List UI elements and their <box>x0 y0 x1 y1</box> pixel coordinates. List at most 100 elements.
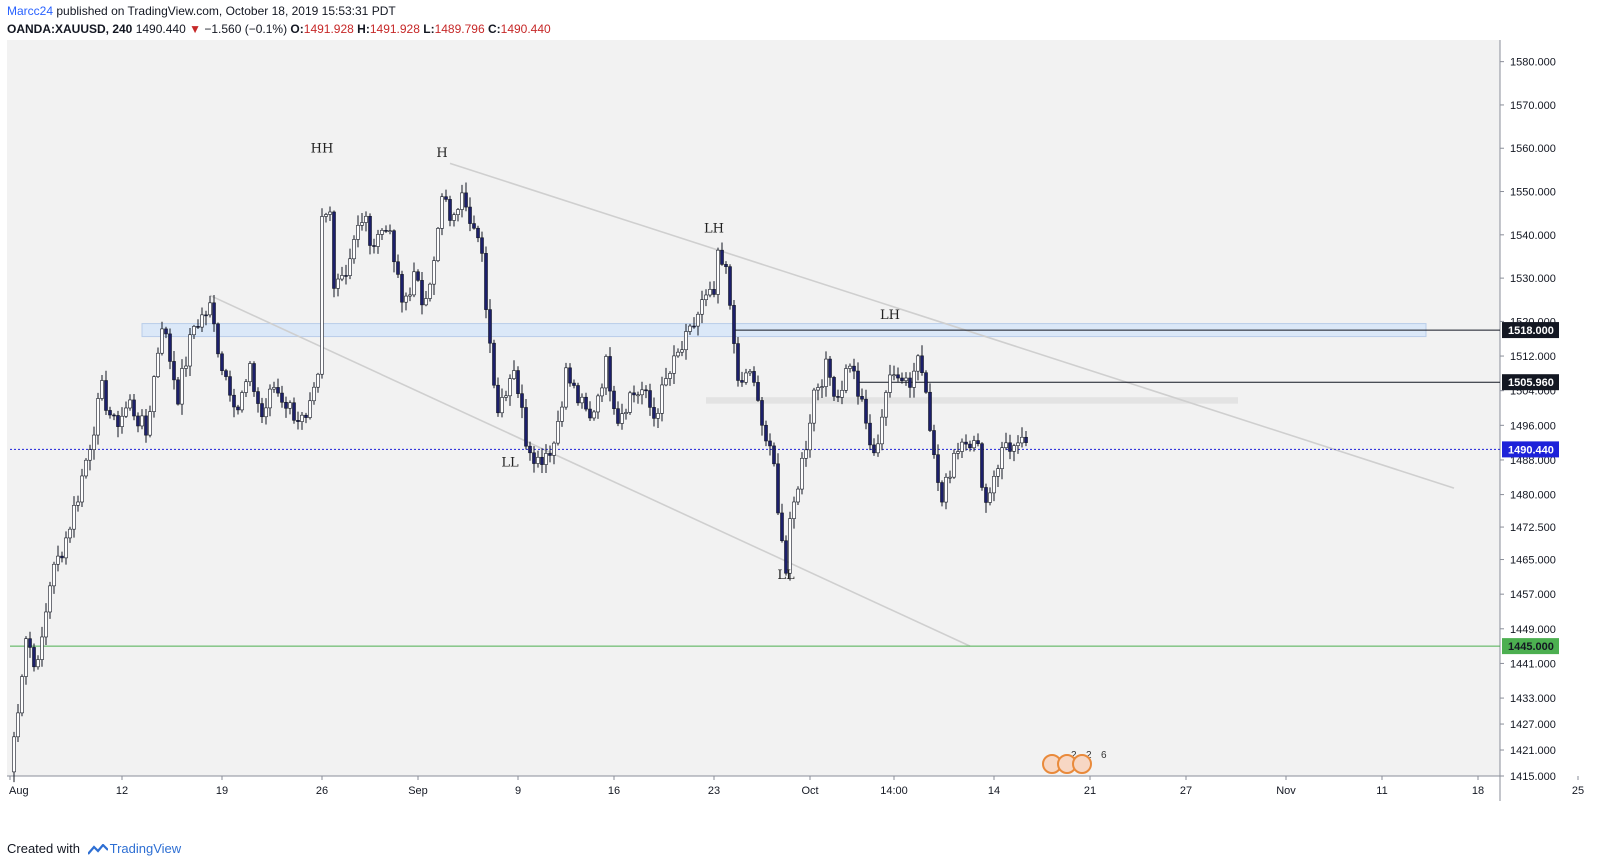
y-tick-label: 1512.000 <box>1510 351 1556 363</box>
candle-up <box>912 370 916 388</box>
candle-up <box>96 398 100 436</box>
candle-up <box>600 387 604 397</box>
candle-up <box>880 416 884 445</box>
annotation-label: LH <box>880 308 900 323</box>
candle-up <box>100 380 104 399</box>
open-label: O: <box>290 22 304 36</box>
candle-down <box>644 389 648 392</box>
candle-up <box>688 325 692 332</box>
candle-up <box>800 457 804 490</box>
candle-down <box>260 403 264 418</box>
candle-up <box>92 434 96 450</box>
annotation-label: LH <box>704 222 724 237</box>
candle-up <box>640 389 644 396</box>
candle-up <box>124 407 128 417</box>
candle-up <box>156 352 160 377</box>
candle-down <box>372 245 376 247</box>
candle-down <box>400 274 404 303</box>
candle-down <box>900 377 904 381</box>
candle-up <box>328 211 332 215</box>
candle-down <box>516 370 520 394</box>
candle-up <box>120 415 124 427</box>
annotation-label: H <box>436 146 447 161</box>
candle-up <box>904 377 908 381</box>
candle-down <box>296 419 300 422</box>
low-value: 1489.796 <box>434 22 485 36</box>
candle-down <box>228 376 232 396</box>
candle-up <box>184 365 188 369</box>
candle-up <box>12 736 16 773</box>
y-tick-label: 1530.000 <box>1510 273 1556 285</box>
y-tick-label: 1457.000 <box>1510 589 1556 601</box>
open-value: 1491.928 <box>303 22 354 36</box>
y-tick-label: 1580.000 <box>1510 57 1556 69</box>
y-tick-label: 1472.500 <box>1510 522 1556 534</box>
candle-down <box>496 384 500 414</box>
candle-down <box>276 387 280 394</box>
candle-down <box>692 325 696 328</box>
candle-down <box>740 380 744 383</box>
candle-down <box>980 443 984 488</box>
candle-up <box>544 453 548 465</box>
candle-up <box>84 459 88 477</box>
candle-up <box>348 258 352 276</box>
candle-up <box>16 712 20 738</box>
candle-up <box>404 295 408 303</box>
candle-up <box>244 381 248 393</box>
y-tick-label: 1550.000 <box>1510 187 1556 199</box>
candle-up <box>948 476 952 479</box>
event-count: 2 <box>1071 750 1077 761</box>
candle-down <box>60 555 64 559</box>
author-link[interactable]: Marcc24 <box>7 4 54 18</box>
candle-up <box>952 453 956 478</box>
candle-down <box>616 408 620 424</box>
x-tick-label: Oct <box>801 785 818 797</box>
candle-down <box>420 280 424 306</box>
candle-up <box>636 394 640 397</box>
candle-up <box>820 386 824 388</box>
candle-down <box>116 415 120 427</box>
candle-down <box>572 382 576 386</box>
x-tick-label: 14:00 <box>880 785 908 797</box>
candle-up <box>312 386 316 402</box>
plot-area <box>7 40 1500 776</box>
candle-up <box>300 414 304 422</box>
candle-down <box>784 540 788 574</box>
candle-down <box>368 215 372 246</box>
publish-info: Marcc24 published on TradingView.com, Oc… <box>7 4 396 18</box>
candle-up <box>424 298 428 306</box>
candle-up <box>788 518 792 574</box>
candle-up <box>748 371 752 374</box>
candle-down <box>760 400 764 426</box>
candle-up <box>972 440 976 449</box>
candle-down <box>204 314 208 317</box>
candle-up <box>320 216 324 375</box>
x-tick-label: 12 <box>116 785 128 797</box>
candle-down <box>532 452 536 464</box>
candle-up <box>336 278 340 289</box>
candle-up <box>248 363 252 383</box>
candle-down <box>852 365 856 372</box>
x-tick-label: 18 <box>1472 785 1484 797</box>
candle-down <box>732 305 736 344</box>
candle-up <box>804 449 808 459</box>
y-tick-label: 1415.000 <box>1510 771 1556 783</box>
price-chart[interactable]: HH HLHLHLLLL1415.0001421.0001427.0001433.… <box>0 0 1617 840</box>
candle-down <box>256 391 260 404</box>
last-price: 1490.440 <box>135 22 186 36</box>
candle-up <box>956 451 960 454</box>
candle-down <box>476 227 480 239</box>
candle-down <box>936 454 940 483</box>
high-value: 1491.928 <box>369 22 420 36</box>
down-arrow-icon: ▼ <box>189 22 201 36</box>
candle-up <box>340 275 344 280</box>
candle-down <box>136 415 140 427</box>
candle-up <box>308 400 312 418</box>
candle-down <box>464 192 468 208</box>
candle-up <box>72 504 76 530</box>
candle-down <box>32 647 36 668</box>
candle-up <box>564 367 568 408</box>
tradingview-brand[interactable]: TradingView <box>109 841 182 856</box>
candle-down <box>344 275 348 277</box>
annotation-label: LL <box>777 568 795 583</box>
